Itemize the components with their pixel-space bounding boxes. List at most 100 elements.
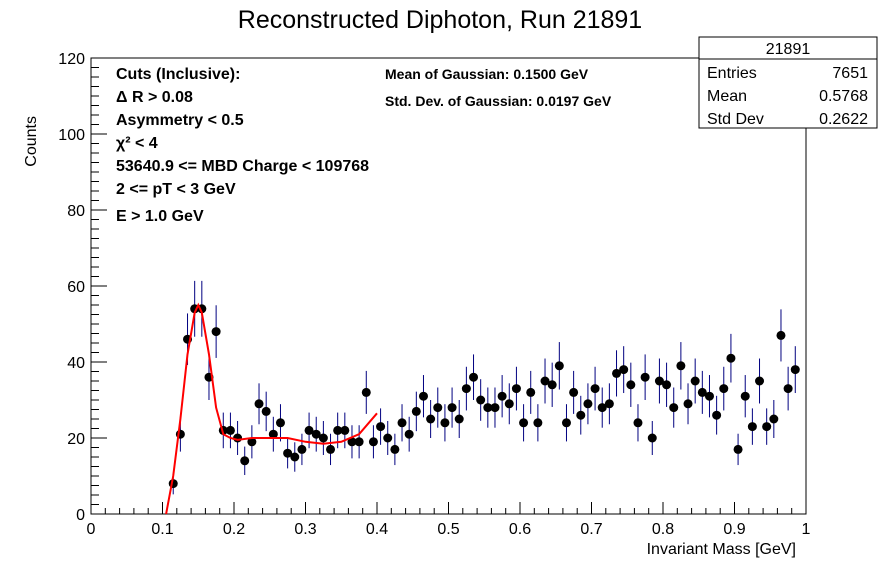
stats-box: 21891 Entries 7651 Mean 0.5768 Std Dev 0…	[698, 36, 878, 129]
data-point	[440, 404, 450, 442]
data-point	[790, 346, 800, 394]
point-marker	[669, 403, 679, 413]
point-marker	[254, 399, 264, 409]
data-point	[476, 379, 486, 421]
x-tick-label: 0.4	[366, 521, 388, 538]
data-point	[619, 346, 629, 394]
point-marker	[469, 372, 479, 382]
data-point	[311, 416, 321, 452]
cuts-line-4: χ² < 4	[116, 135, 158, 152]
data-point	[647, 421, 657, 455]
point-marker	[418, 391, 428, 401]
point-marker	[604, 399, 614, 409]
data-point	[776, 309, 786, 362]
data-point	[469, 354, 479, 400]
y-axis: 0 20 40 60 80 100 120	[58, 51, 107, 524]
x-tick-label: 0	[87, 521, 96, 538]
point-marker	[461, 384, 471, 394]
data-point	[426, 400, 436, 438]
point-marker	[490, 403, 500, 413]
data-point	[368, 425, 378, 459]
y-tick-label: 100	[58, 127, 85, 144]
data-point	[590, 366, 600, 411]
point-marker	[233, 433, 243, 443]
data-point	[554, 342, 564, 390]
y-tick-label: 0	[76, 507, 85, 524]
cuts-line-5: 53640.9 <= MBD Charge < 109768	[116, 158, 369, 175]
x-axis: 0 0.1 0.2 0.3 0.4 0.5 0.6 0.7 0.8 0.9 1	[87, 502, 811, 538]
point-marker	[654, 376, 664, 386]
data-point	[240, 446, 250, 476]
x-tick-label: 0.8	[652, 521, 674, 538]
data-point	[733, 433, 743, 466]
data-point	[633, 404, 643, 442]
data-point	[254, 383, 264, 425]
data-point	[290, 442, 300, 472]
data-point	[612, 350, 622, 397]
data-point	[526, 370, 536, 414]
point-marker	[426, 414, 436, 424]
stats-entries-label: Entries	[707, 65, 757, 82]
fit-stddev-text: Std. Dev. of Gaussian: 0.0197 GeV	[385, 93, 612, 109]
fit-curve	[165, 302, 378, 515]
y-axis-label: Counts	[23, 116, 40, 167]
point-marker	[454, 414, 464, 424]
stats-stddev-value: 0.2622	[819, 111, 868, 128]
data-point	[397, 404, 407, 442]
stats-entries-value: 7651	[832, 65, 868, 82]
data-point	[433, 387, 443, 428]
data-point	[361, 370, 371, 414]
data-point	[597, 387, 607, 428]
point-marker	[561, 418, 571, 428]
data-point	[497, 375, 507, 418]
point-marker	[712, 410, 722, 420]
stats-box-title: 21891	[766, 41, 811, 58]
data-point	[354, 425, 364, 459]
data-point	[268, 416, 278, 452]
data-point	[283, 438, 293, 469]
cuts-line-3: Asymmetry < 0.5	[116, 112, 244, 129]
point-marker	[526, 387, 536, 397]
data-points	[168, 280, 800, 495]
point-marker	[297, 444, 307, 454]
point-marker	[268, 429, 278, 439]
point-marker	[612, 368, 622, 378]
point-marker	[433, 403, 443, 413]
point-marker	[404, 429, 414, 439]
fit-mean-text: Mean of Gaussian: 0.1500 GeV	[385, 66, 589, 82]
data-point	[676, 342, 686, 390]
point-marker	[747, 422, 757, 432]
data-point	[411, 391, 421, 432]
point-marker	[440, 418, 450, 428]
x-tick-label: 0.2	[223, 521, 245, 538]
data-point	[604, 383, 614, 425]
point-marker	[347, 437, 357, 447]
data-point	[683, 383, 693, 425]
stats-stddev-label: Std Dev	[707, 111, 764, 128]
data-point	[490, 387, 500, 428]
data-point	[540, 358, 550, 404]
point-marker	[511, 384, 521, 394]
data-point	[740, 375, 750, 418]
point-marker	[626, 380, 636, 390]
point-marker	[597, 403, 607, 413]
data-point	[640, 354, 650, 400]
point-marker	[576, 410, 586, 420]
data-point	[447, 387, 457, 428]
point-marker	[361, 387, 371, 397]
y-tick-label: 20	[67, 431, 85, 448]
y-tick-label: 40	[67, 355, 85, 372]
point-marker	[590, 384, 600, 394]
point-marker	[261, 406, 271, 416]
stats-mean-value: 0.5768	[819, 88, 868, 105]
data-point	[340, 412, 350, 449]
point-marker	[633, 418, 643, 428]
data-point	[576, 395, 586, 435]
point-marker	[540, 376, 550, 386]
x-tick-label: 0.3	[294, 521, 316, 538]
data-point	[569, 370, 579, 414]
data-point	[726, 333, 736, 383]
data-point	[383, 421, 393, 455]
point-marker	[354, 437, 364, 447]
